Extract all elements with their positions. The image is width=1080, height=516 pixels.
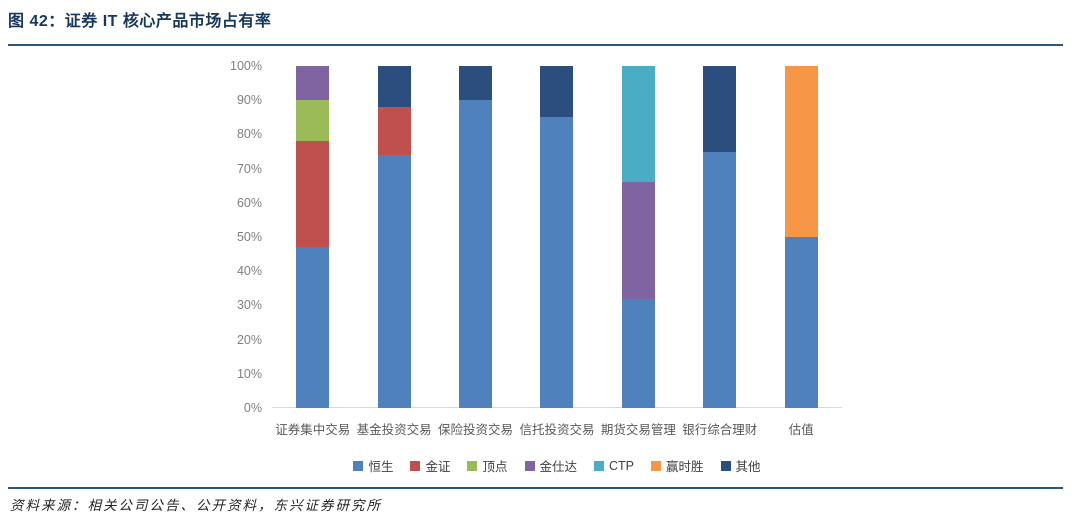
legend-item: 其他 [720, 456, 761, 475]
bar-segment-其他 [703, 66, 737, 152]
stacked-bar [621, 66, 655, 408]
x-axis-label: 信托投资交易 [519, 423, 595, 437]
bar-segment-其他 [540, 66, 574, 118]
bar-segment-其他 [459, 66, 493, 101]
bar-segment-金证 [296, 141, 330, 248]
legend-label: 其他 [735, 460, 761, 474]
stacked-bar [784, 66, 818, 408]
bar-segment-恒生 [540, 117, 574, 408]
legend-item: 金仕达 [524, 456, 578, 475]
bar-slot: 证券集中交易 [272, 66, 353, 437]
bar-segment-恒生 [377, 154, 411, 408]
legend-item: 顶点 [467, 456, 508, 475]
chart-title: 图 42：证券 IT 核心产品市场占有率 [8, 13, 272, 30]
stacked-bar [296, 66, 330, 408]
bar-segment-金仕达 [621, 182, 655, 299]
bar-segment-CTP [621, 66, 655, 183]
legend-item: 恒生 [353, 456, 393, 475]
bar-slot: 估值 [761, 66, 842, 437]
bar-slot: 银行综合理财 [679, 66, 760, 437]
bar-segment-恒生 [621, 298, 655, 408]
legend-swatch [594, 460, 605, 471]
title-underline [8, 44, 1063, 46]
legend-swatch [720, 460, 731, 471]
stacked-bar [540, 66, 574, 408]
legend-label: 金证 [425, 460, 451, 474]
y-axis-tick-label: 60% [236, 195, 262, 210]
y-axis-tick-label: 20% [236, 332, 262, 347]
y-axis-tick-label: 10% [236, 366, 262, 381]
x-axis-label: 保险投资交易 [438, 423, 514, 437]
y-axis-tick-label: 70% [236, 161, 262, 176]
bar-slot: 期货交易管理 [598, 66, 679, 437]
source-note: 资料来源：相关公司公告、公开资料，东兴证券研究所 [10, 498, 382, 513]
x-axis-label: 基金投资交易 [356, 423, 432, 437]
bar-segment-顶点 [296, 100, 330, 142]
legend-label: 恒生 [368, 460, 394, 474]
bar-segment-其他 [377, 66, 411, 108]
bar-segment-恒生 [459, 100, 493, 408]
bar-slot: 基金投资交易 [353, 66, 434, 437]
stacked-bar [703, 66, 737, 408]
legend-swatch [524, 460, 535, 471]
x-axis-label: 期货交易管理 [600, 423, 676, 437]
y-axis-tick-label: 30% [236, 298, 262, 313]
x-axis-label: 银行综合理财 [682, 423, 758, 437]
legend-swatch [353, 460, 364, 471]
legend-swatch [651, 460, 662, 471]
stacked-bar [377, 66, 411, 408]
legend-label: CTP [609, 458, 635, 473]
y-axis-tick-label: 80% [236, 127, 262, 142]
bar-segment-恒生 [296, 247, 330, 408]
bar-segment-金仕达 [296, 66, 330, 101]
y-axis-tick-label: 40% [236, 264, 262, 279]
legend-swatch [410, 460, 421, 471]
legend-label: 金仕达 [539, 460, 578, 474]
y-axis-tick-label: 100% [230, 59, 262, 73]
footer-rule [8, 487, 1063, 489]
bar-segment-恒生 [784, 237, 818, 408]
x-axis-label: 估值 [788, 423, 814, 437]
legend-label: 赢时胜 [666, 460, 704, 474]
bar-segment-赢时胜 [784, 66, 818, 237]
stacked-bar [459, 66, 493, 408]
bar-segment-金证 [377, 107, 411, 155]
x-axis-label: 证券集中交易 [275, 423, 351, 437]
bar-slot: 信托投资交易 [516, 66, 597, 437]
y-axis-tick-label: 50% [236, 230, 262, 244]
legend-swatch [467, 460, 478, 471]
legend-label: 顶点 [482, 460, 508, 474]
bars: 证券集中交易 基金投资交易 保险投资交易 信托投资交易 期货交易管理 银行综合理财 估值 [272, 66, 842, 437]
bar-slot: 保险投资交易 [435, 66, 516, 437]
legend-item: 赢时胜 [651, 456, 704, 475]
plot-area: 证券集中交易 基金投资交易 保险投资交易 信托投资交易 期货交易管理 银行综合理财 估值 [272, 66, 842, 437]
y-axis-tick-label: 0% [243, 401, 262, 415]
y-axis-tick-label: 90% [236, 93, 262, 108]
legend-item: CTP [594, 459, 634, 473]
legend-item: 金证 [410, 456, 450, 475]
legend: 恒生 金证 顶点 金仕达 CTP 赢时胜 其他 [272, 456, 842, 475]
y-axis: 0% 10% 20% 30% 40% 50% 60% 70% 80% 90% 100% [196, 59, 262, 415]
bar-segment-恒生 [703, 151, 737, 408]
